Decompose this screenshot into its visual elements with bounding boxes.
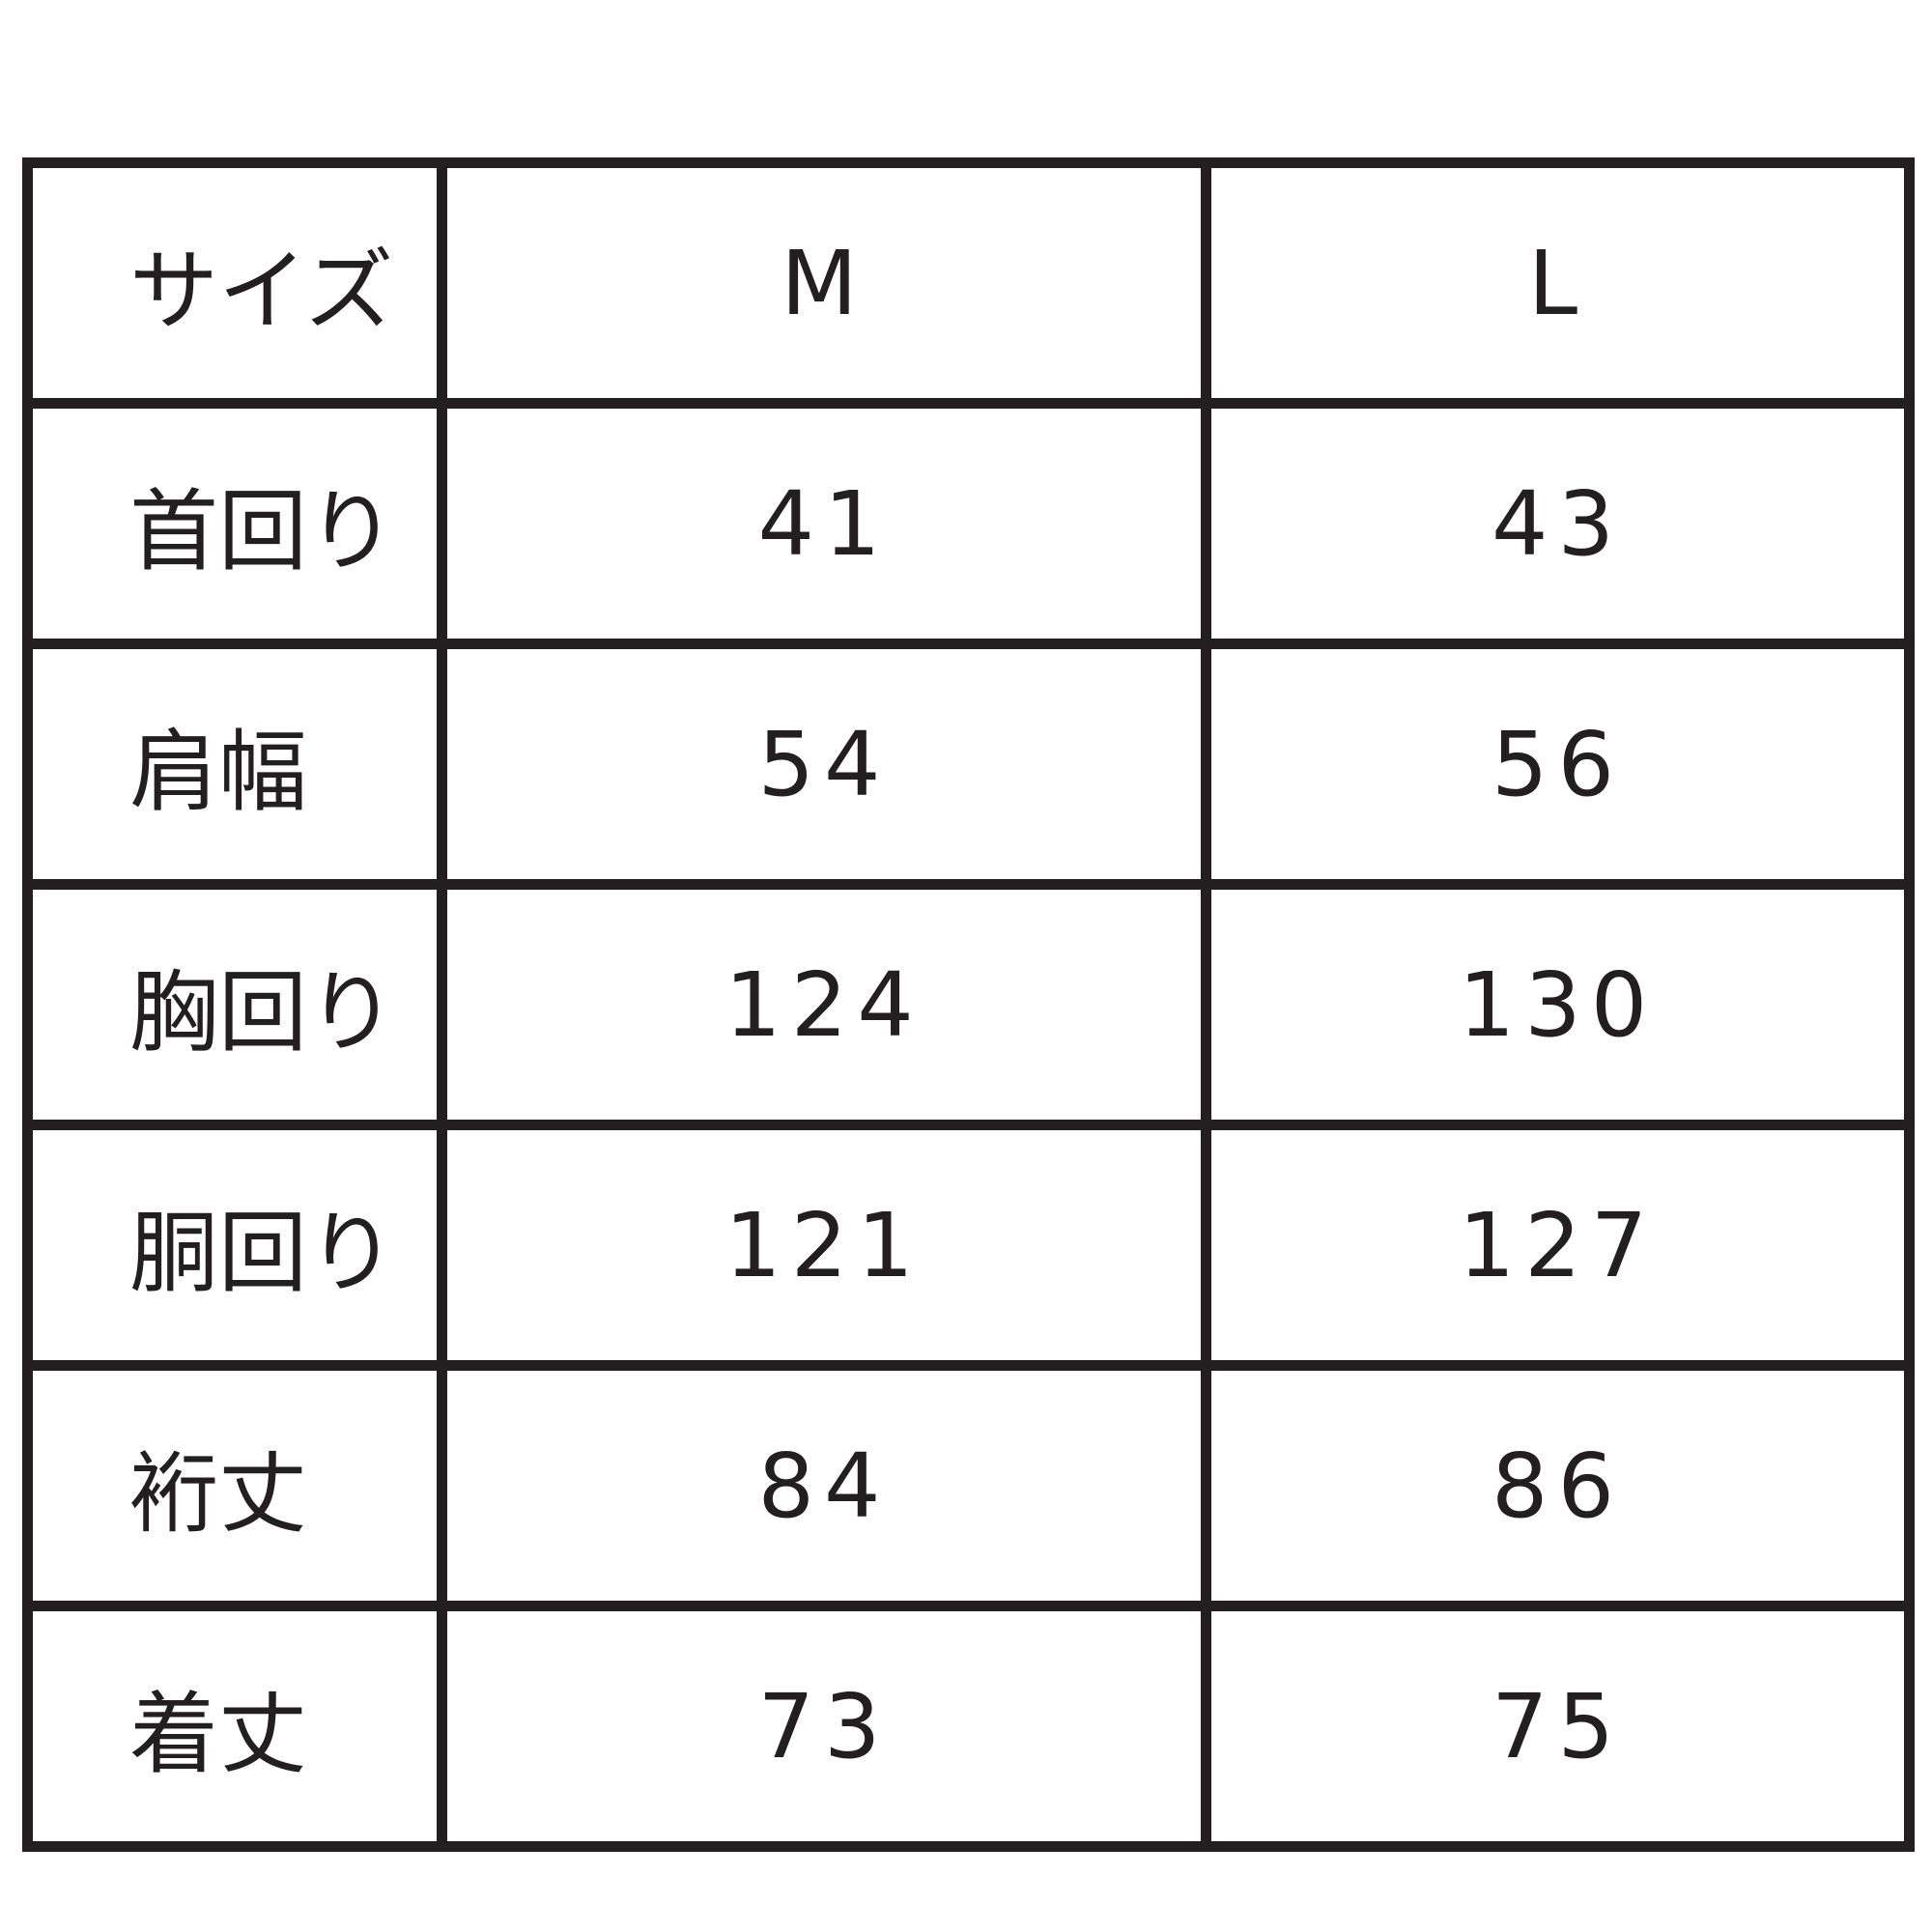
table-row: 裄丈 84 86 xyxy=(22,1360,1915,1611)
value-m: 121 xyxy=(437,1120,1211,1371)
row-label: 胴回り xyxy=(22,1120,447,1371)
value-l: 127 xyxy=(1201,1120,1915,1371)
row-label: 肩幅 xyxy=(22,639,447,890)
table-row: 胴回り 121 127 xyxy=(22,1120,1915,1371)
value-m: 41 xyxy=(437,398,1211,649)
value-l: 43 xyxy=(1201,398,1915,649)
table-row: 着丈 73 75 xyxy=(22,1601,1915,1852)
table-row: 首回り 41 43 xyxy=(22,398,1915,649)
value-m: 54 xyxy=(437,639,1211,890)
row-label: 首回り xyxy=(22,398,447,649)
value-l: 86 xyxy=(1201,1360,1915,1611)
value-l: 75 xyxy=(1201,1601,1915,1852)
header-size-l: L xyxy=(1201,157,1915,409)
header-row: サイズ M L xyxy=(22,157,1915,409)
value-m: 73 xyxy=(437,1601,1211,1852)
table-row: 肩幅 54 56 xyxy=(22,639,1915,890)
row-label: 裄丈 xyxy=(22,1360,447,1611)
value-m: 124 xyxy=(437,879,1211,1130)
row-label: 胸回り xyxy=(22,879,447,1130)
value-l: 130 xyxy=(1201,879,1915,1130)
value-m: 84 xyxy=(437,1360,1211,1611)
header-size-m: M xyxy=(437,157,1211,409)
header-size-label: サイズ xyxy=(22,157,447,409)
value-l: 56 xyxy=(1201,639,1915,890)
table-row: 胸回り 124 130 xyxy=(22,879,1915,1130)
row-label: 着丈 xyxy=(22,1601,447,1852)
size-chart-table: サイズ M L 首回り 41 43 肩幅 54 56 胸回り 124 130 胴… xyxy=(22,157,1915,1852)
